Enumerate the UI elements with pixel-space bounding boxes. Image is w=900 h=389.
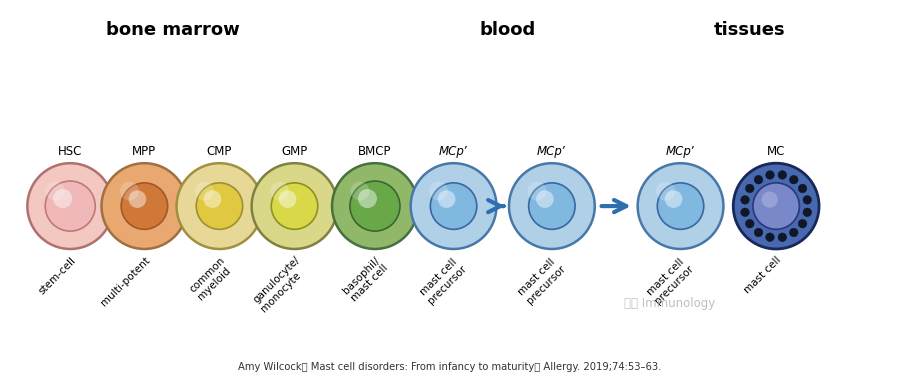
Circle shape xyxy=(196,183,243,230)
Text: mast cell
precursor: mast cell precursor xyxy=(645,255,696,306)
Circle shape xyxy=(766,233,774,242)
Text: basophil/
mast cell: basophil/ mast cell xyxy=(341,255,391,304)
Circle shape xyxy=(27,163,113,249)
Circle shape xyxy=(129,190,147,208)
Circle shape xyxy=(203,190,221,208)
Circle shape xyxy=(46,182,65,200)
Circle shape xyxy=(761,191,778,208)
Circle shape xyxy=(176,163,262,249)
Circle shape xyxy=(437,190,455,208)
Circle shape xyxy=(745,184,754,193)
Text: BMCP: BMCP xyxy=(358,145,392,158)
Circle shape xyxy=(252,163,338,249)
Circle shape xyxy=(429,182,448,200)
Circle shape xyxy=(741,208,750,217)
Circle shape xyxy=(734,163,819,249)
Circle shape xyxy=(528,183,575,230)
Text: Amy Wilcock， Mast cell disorders: From infancy to maturity， Allergy. 2019;74:53–: Amy Wilcock， Mast cell disorders: From i… xyxy=(238,362,662,372)
Text: ganulocyte/
monocyte: ganulocyte/ monocyte xyxy=(251,255,310,314)
Text: MCpʼ: MCpʼ xyxy=(537,145,567,158)
Text: CMP: CMP xyxy=(207,145,232,158)
Circle shape xyxy=(45,181,95,231)
Text: MPP: MPP xyxy=(132,145,157,158)
Text: mast cell
precursor: mast cell precursor xyxy=(517,255,567,306)
Circle shape xyxy=(798,184,806,193)
Circle shape xyxy=(766,171,774,179)
Text: tissues: tissues xyxy=(714,21,785,39)
Circle shape xyxy=(53,189,72,208)
Circle shape xyxy=(410,163,497,249)
Circle shape xyxy=(102,163,187,249)
Circle shape xyxy=(527,182,546,200)
Text: mast cell
precursor: mast cell precursor xyxy=(418,255,469,306)
Circle shape xyxy=(741,196,750,204)
Text: MC: MC xyxy=(767,145,786,158)
Text: common
myeloid: common myeloid xyxy=(187,255,235,302)
Circle shape xyxy=(638,163,724,249)
Text: bone marrow: bone marrow xyxy=(106,21,240,39)
Circle shape xyxy=(798,219,806,228)
Circle shape xyxy=(332,163,418,249)
Text: MCpʼ: MCpʼ xyxy=(439,145,468,158)
Text: GMP: GMP xyxy=(282,145,308,158)
Circle shape xyxy=(509,163,595,249)
Text: mast cell: mast cell xyxy=(742,255,783,296)
Circle shape xyxy=(803,208,812,217)
Circle shape xyxy=(778,233,787,242)
Circle shape xyxy=(753,183,799,230)
Circle shape xyxy=(120,182,139,200)
Circle shape xyxy=(270,182,289,200)
Circle shape xyxy=(657,183,704,230)
Circle shape xyxy=(430,183,477,230)
Circle shape xyxy=(778,171,787,179)
Circle shape xyxy=(195,182,214,200)
Circle shape xyxy=(350,181,400,231)
Circle shape xyxy=(271,183,318,230)
Circle shape xyxy=(754,228,763,237)
Circle shape xyxy=(665,190,682,208)
Text: stem-cell: stem-cell xyxy=(36,255,77,296)
Text: blood: blood xyxy=(480,21,536,39)
Circle shape xyxy=(350,182,369,200)
Circle shape xyxy=(745,219,754,228)
Circle shape xyxy=(803,196,812,204)
Circle shape xyxy=(122,183,167,230)
Circle shape xyxy=(656,182,675,200)
Circle shape xyxy=(789,175,798,184)
Circle shape xyxy=(279,190,296,208)
Circle shape xyxy=(358,189,377,208)
Text: 闲谈 Immunology: 闲谈 Immunology xyxy=(625,297,716,310)
Circle shape xyxy=(789,228,798,237)
Text: HSC: HSC xyxy=(58,145,83,158)
Circle shape xyxy=(754,175,763,184)
Circle shape xyxy=(536,190,554,208)
Text: multi-potent: multi-potent xyxy=(98,255,151,308)
Text: MCpʼ: MCpʼ xyxy=(666,145,696,158)
